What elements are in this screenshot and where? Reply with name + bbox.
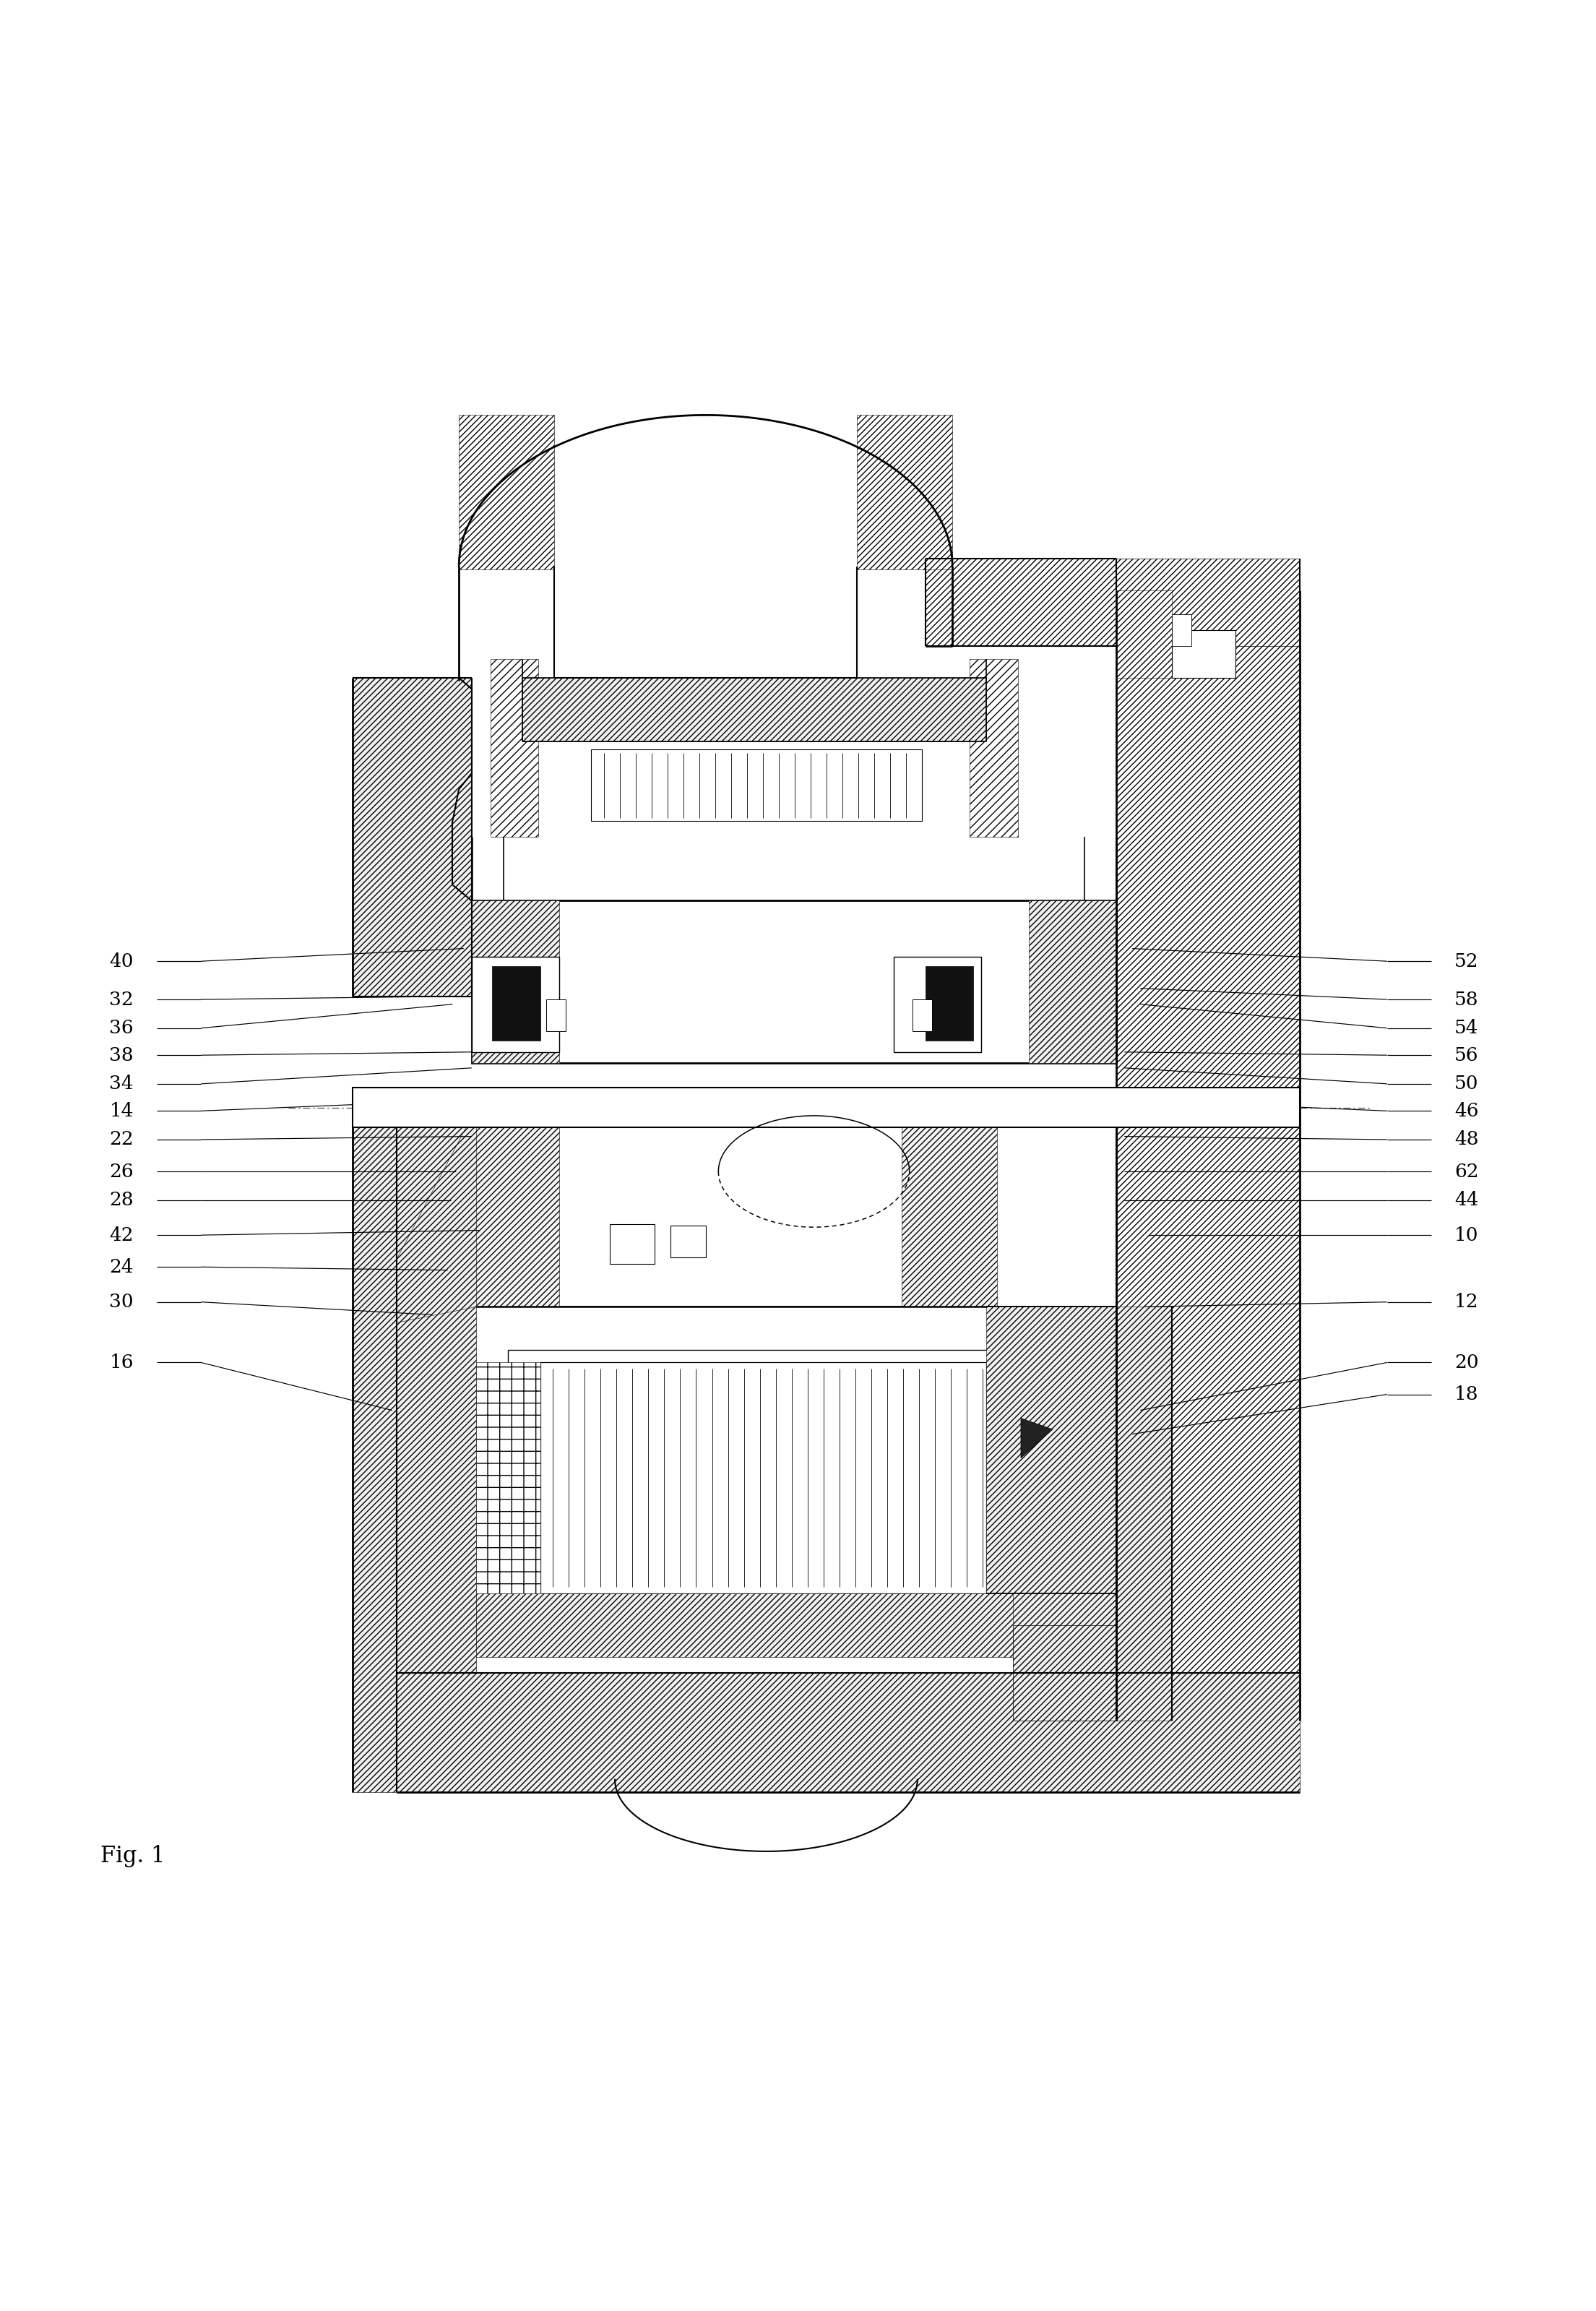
Bar: [857, 416, 953, 569]
Text: 46: 46: [1454, 1102, 1479, 1121]
Text: 12: 12: [1454, 1292, 1479, 1310]
Text: 30: 30: [109, 1292, 134, 1310]
Bar: [397, 1673, 1299, 1793]
Text: 26: 26: [109, 1162, 134, 1181]
Text: 40: 40: [109, 952, 134, 971]
Bar: [670, 1225, 705, 1257]
Text: 42: 42: [109, 1227, 134, 1243]
Bar: [1171, 615, 1191, 647]
Bar: [472, 957, 559, 1052]
Bar: [894, 957, 982, 1052]
Bar: [610, 1225, 654, 1264]
Bar: [1116, 589, 1171, 677]
Text: 20: 20: [1454, 1354, 1479, 1370]
Bar: [477, 1363, 539, 1592]
Bar: [926, 966, 974, 1040]
Bar: [1171, 631, 1235, 677]
Text: 52: 52: [1454, 952, 1479, 971]
Bar: [591, 749, 922, 820]
Text: 56: 56: [1454, 1047, 1479, 1065]
Bar: [353, 677, 472, 996]
Bar: [1013, 1442, 1116, 1722]
Text: 16: 16: [109, 1354, 134, 1370]
Text: 22: 22: [109, 1130, 134, 1149]
Bar: [1116, 1306, 1171, 1722]
Bar: [353, 1088, 1299, 1128]
Bar: [472, 901, 559, 1063]
Text: 58: 58: [1454, 991, 1479, 1008]
Text: 28: 28: [109, 1190, 134, 1209]
Bar: [353, 1091, 397, 1793]
Bar: [926, 559, 1299, 647]
Bar: [353, 1107, 472, 1306]
Bar: [508, 1350, 1018, 1606]
Bar: [397, 1306, 1116, 1673]
Bar: [477, 1592, 1050, 1657]
Text: 48: 48: [1454, 1130, 1479, 1149]
Bar: [546, 998, 565, 1031]
Bar: [1029, 901, 1116, 1063]
Text: 14: 14: [109, 1102, 134, 1121]
Bar: [1013, 1625, 1116, 1722]
Text: 18: 18: [1454, 1384, 1479, 1403]
Text: 24: 24: [109, 1257, 134, 1276]
Bar: [913, 998, 932, 1031]
Bar: [472, 1107, 559, 1306]
Bar: [539, 1363, 986, 1592]
Text: 32: 32: [109, 991, 134, 1008]
Bar: [397, 1306, 477, 1673]
Bar: [970, 659, 1018, 837]
Bar: [986, 1363, 1050, 1592]
Bar: [1116, 589, 1299, 1722]
Polygon shape: [1021, 1419, 1053, 1458]
Text: 10: 10: [1454, 1227, 1479, 1243]
Text: 44: 44: [1454, 1190, 1479, 1209]
Bar: [986, 1306, 1116, 1592]
Polygon shape: [397, 1107, 477, 1322]
Text: 62: 62: [1454, 1162, 1479, 1181]
Text: 54: 54: [1454, 1019, 1479, 1038]
Text: 38: 38: [109, 1047, 134, 1065]
Bar: [522, 677, 986, 742]
Text: 36: 36: [109, 1019, 134, 1038]
Bar: [472, 1107, 1116, 1306]
Bar: [472, 901, 1116, 1063]
Text: 34: 34: [109, 1075, 134, 1093]
Bar: [492, 966, 539, 1040]
Text: 50: 50: [1454, 1075, 1479, 1093]
Text: Fig. 1: Fig. 1: [101, 1844, 166, 1867]
Bar: [902, 1107, 998, 1306]
Bar: [460, 416, 554, 569]
Bar: [490, 659, 538, 837]
